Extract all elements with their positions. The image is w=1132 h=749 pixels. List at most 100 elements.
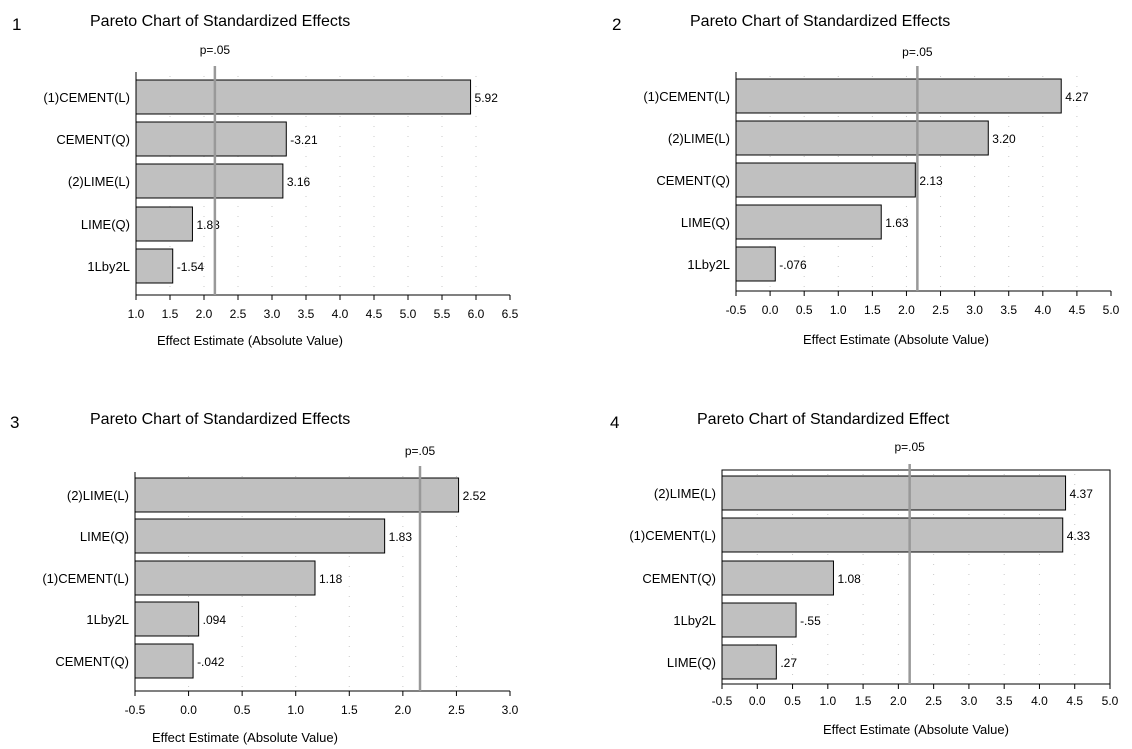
value-label: 1.08 bbox=[837, 572, 861, 586]
x-tick-label: 4.5 bbox=[1066, 694, 1083, 708]
chart-title: Pareto Chart of Standardized Effects bbox=[90, 13, 350, 30]
category-label: (2)LIME(L) bbox=[668, 131, 730, 146]
x-tick-label: 3.5 bbox=[1000, 303, 1017, 317]
x-tick-label: 1.0 bbox=[819, 694, 836, 708]
bar bbox=[735, 120, 989, 156]
value-label: 4.33 bbox=[1067, 529, 1091, 543]
chart-title: Pareto Chart of Standardized Effects bbox=[690, 13, 950, 30]
x-tick-label: 0.0 bbox=[762, 303, 779, 317]
value-label: 1.18 bbox=[319, 572, 343, 586]
x-axis-label: Effect Estimate (Absolute Value) bbox=[152, 730, 338, 745]
x-tick-label: 5.0 bbox=[1102, 694, 1119, 708]
bar bbox=[735, 246, 776, 282]
x-tick-label: 5.0 bbox=[400, 307, 417, 321]
chart-number: 3 bbox=[10, 413, 19, 432]
x-tick-label: 6.0 bbox=[468, 307, 485, 321]
pareto-chart-1: 1 Pareto Chart of Standardized Effects (… bbox=[0, 0, 560, 370]
value-label: .094 bbox=[203, 613, 227, 627]
value-label: -3.21 bbox=[290, 133, 318, 147]
x-tick-label: 3.0 bbox=[264, 307, 281, 321]
category-label: (1)CEMENT(L) bbox=[643, 89, 730, 104]
category-label: LIME(Q) bbox=[681, 215, 730, 230]
bar bbox=[721, 560, 834, 596]
category-label: 1Lby2L bbox=[687, 257, 730, 272]
x-tick-label: 2.0 bbox=[898, 303, 915, 317]
x-tick-label: 3.0 bbox=[961, 694, 978, 708]
reference-line-label: p=.05 bbox=[200, 43, 231, 57]
bar bbox=[134, 560, 316, 596]
category-label: (2)LIME(L) bbox=[68, 174, 130, 189]
x-tick-label: 1.5 bbox=[341, 703, 358, 717]
x-tick-label: 4.5 bbox=[1069, 303, 1086, 317]
reference-line-label: p=.05 bbox=[405, 444, 436, 458]
bar bbox=[135, 121, 287, 157]
category-label: CEMENT(Q) bbox=[656, 173, 730, 188]
reference-line-label: p=.05 bbox=[902, 45, 933, 59]
category-label: (1)CEMENT(L) bbox=[43, 90, 130, 105]
value-label: 4.27 bbox=[1065, 90, 1089, 104]
bar bbox=[134, 601, 200, 637]
bar bbox=[721, 475, 1067, 511]
plot-area: (2)LIME(L) 4.37 (1)CEMENT(L) 4.33 CEMENT(Q) 1… bbox=[629, 440, 1118, 737]
chart-3-svg: 3 Pareto Chart of Standardized Effects (… bbox=[10, 411, 519, 745]
value-label: 2.13 bbox=[919, 174, 943, 188]
value-label: 3.16 bbox=[287, 175, 311, 189]
category-label: (2)LIME(L) bbox=[654, 486, 716, 501]
x-tick-label: 2.0 bbox=[890, 694, 907, 708]
x-tick-label: 1.0 bbox=[830, 303, 847, 317]
chart-number: 2 bbox=[612, 15, 621, 34]
chart-2-svg: 2 Pareto Chart of Standardized Effects (… bbox=[612, 13, 1120, 347]
x-axis-label: Effect Estimate (Absolute Value) bbox=[157, 333, 343, 348]
x-tick-label: 5.0 bbox=[1103, 303, 1120, 317]
value-label: 3.20 bbox=[992, 132, 1016, 146]
x-tick-label: 2.0 bbox=[196, 307, 213, 321]
x-tick-label: 3.5 bbox=[298, 307, 315, 321]
x-tick-label: 1.0 bbox=[287, 703, 304, 717]
x-tick-label: 3.0 bbox=[966, 303, 983, 317]
x-axis-label: Effect Estimate (Absolute Value) bbox=[803, 332, 989, 347]
x-tick-label: 1.5 bbox=[864, 303, 881, 317]
category-label: 1Lby2L bbox=[87, 259, 130, 274]
x-tick-label: 2.5 bbox=[448, 703, 465, 717]
x-tick-label: 0.5 bbox=[234, 703, 251, 717]
x-tick-label: 4.0 bbox=[332, 307, 349, 321]
x-tick-label: 4.5 bbox=[366, 307, 383, 321]
value-label: .27 bbox=[780, 656, 797, 670]
category-label: CEMENT(Q) bbox=[56, 132, 130, 147]
x-tick-label: 5.5 bbox=[434, 307, 451, 321]
category-label: CEMENT(Q) bbox=[642, 571, 716, 586]
category-label: (2)LIME(L) bbox=[67, 488, 129, 503]
plot-area: (1)CEMENT(L) 4.27 (2)LIME(L) 3.20 CEMENT(Q) 2… bbox=[643, 45, 1119, 347]
x-tick-label: 2.5 bbox=[925, 694, 942, 708]
category-label: LIME(Q) bbox=[80, 529, 129, 544]
chart-title: Pareto Chart of Standardized Effects bbox=[90, 411, 350, 428]
x-tick-label: 2.0 bbox=[395, 703, 412, 717]
category-label: LIME(Q) bbox=[667, 655, 716, 670]
bar bbox=[134, 477, 460, 513]
chart-number: 1 bbox=[12, 15, 21, 34]
chart-number: 4 bbox=[610, 413, 619, 432]
value-label: -.076 bbox=[779, 258, 807, 272]
x-axis-label: Effect Estimate (Absolute Value) bbox=[823, 722, 1009, 737]
x-tick-label: 0.0 bbox=[180, 703, 197, 717]
value-label: 5.92 bbox=[475, 91, 499, 105]
bar bbox=[135, 206, 193, 242]
value-label: 4.37 bbox=[1070, 487, 1094, 501]
chart-4-svg: 4 Pareto Chart of Standardized Effect (2… bbox=[610, 411, 1119, 737]
category-label: LIME(Q) bbox=[81, 217, 130, 232]
bar bbox=[134, 643, 194, 679]
category-label: (1)CEMENT(L) bbox=[42, 571, 129, 586]
x-tick-label: 6.5 bbox=[502, 307, 519, 321]
x-tick-label: 0.0 bbox=[749, 694, 766, 708]
bar bbox=[721, 517, 1064, 553]
value-label: 2.52 bbox=[463, 489, 487, 503]
bar bbox=[134, 518, 386, 554]
bar bbox=[735, 204, 882, 240]
category-label: CEMENT(Q) bbox=[55, 654, 129, 669]
category-label: 1Lby2L bbox=[86, 612, 129, 627]
bar bbox=[735, 162, 916, 198]
chart-title: Pareto Chart of Standardized Effect bbox=[697, 411, 950, 428]
x-tick-label: 1.5 bbox=[855, 694, 872, 708]
x-tick-label: 2.5 bbox=[230, 307, 247, 321]
x-tick-label: 3.0 bbox=[502, 703, 519, 717]
